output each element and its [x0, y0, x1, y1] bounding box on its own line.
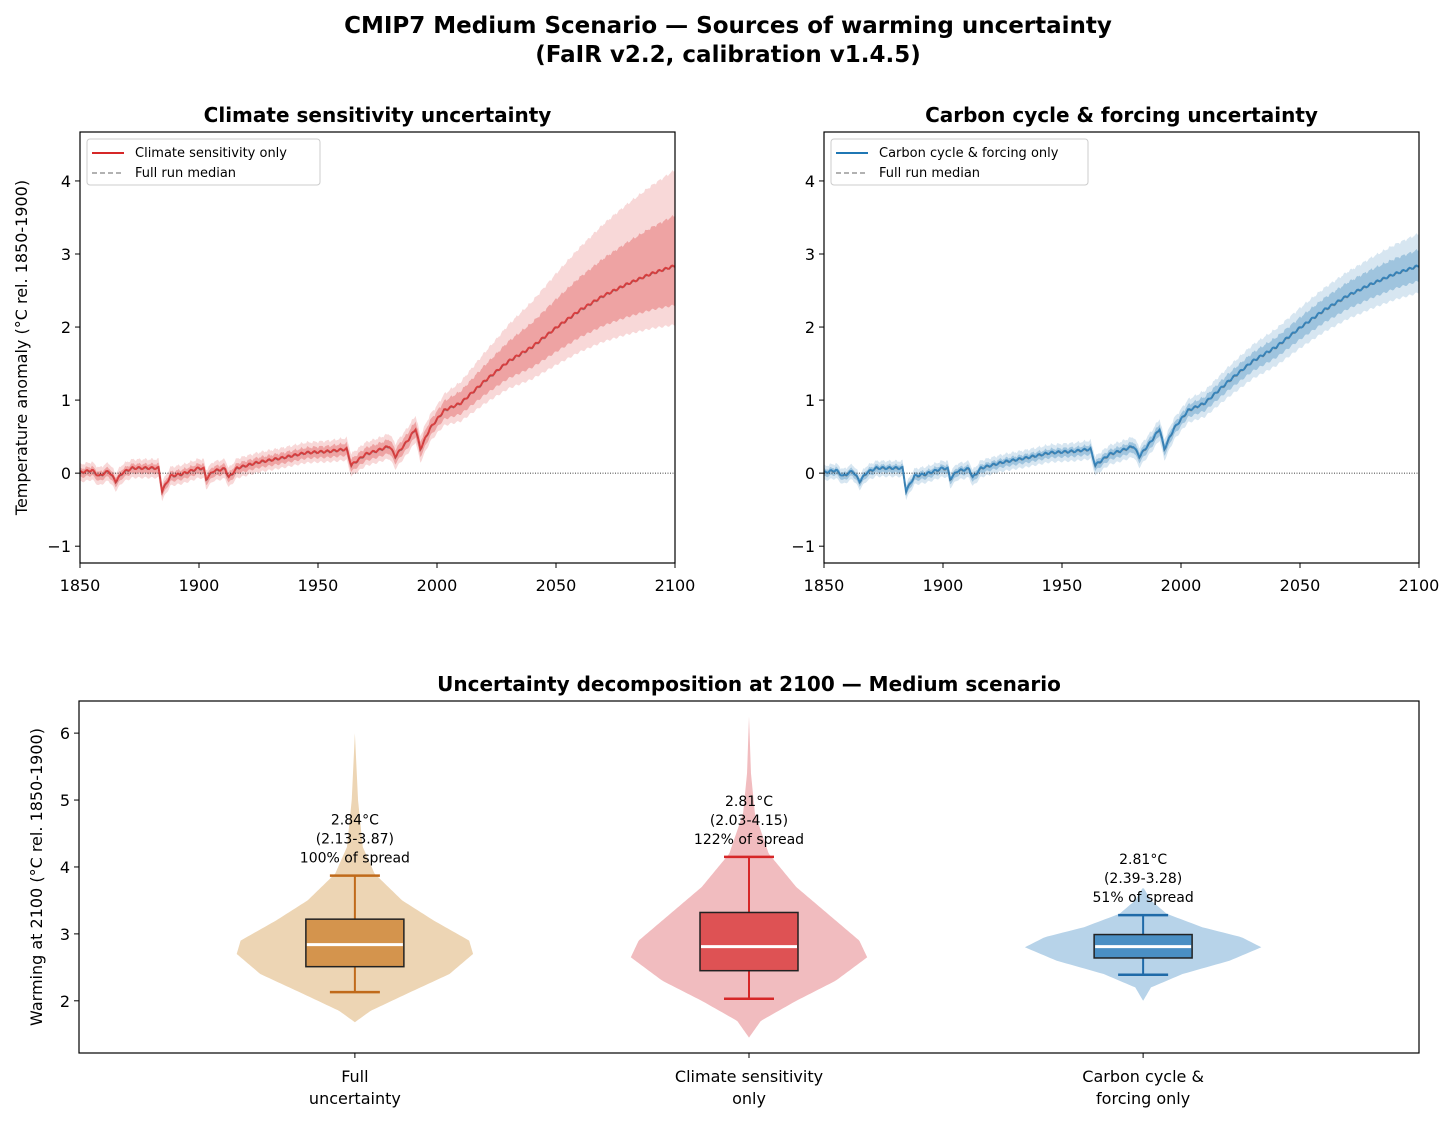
x-tick-label: 1850: [804, 576, 845, 595]
y-tick-label: 4: [60, 858, 70, 877]
y-tick-label: 2: [60, 992, 70, 1011]
figure-subtitle: (FaIR v2.2, calibration v1.4.5): [535, 42, 920, 68]
outer-uncertainty-band: [824, 233, 1419, 501]
y-tick-label: 3: [805, 245, 815, 264]
annotation-ann1: 2.84°C: [331, 813, 379, 829]
annotation-ann2: (2.13-3.87): [316, 832, 394, 848]
annotation-ann1: 2.81°C: [1119, 852, 1167, 868]
annotation-ann1: 2.81°C: [725, 794, 773, 810]
x-tick-label: 1900: [179, 576, 220, 595]
x-tick-label: 1950: [298, 576, 339, 595]
category-label: forcing only: [1096, 1089, 1190, 1108]
category-label: Climate sensitivity: [675, 1067, 823, 1086]
category-label: Full: [341, 1067, 368, 1086]
panel-title: Carbon cycle & forcing uncertainty: [925, 103, 1318, 127]
x-tick-label: 2100: [655, 576, 696, 595]
iqr-box: [699, 911, 799, 972]
category-label: only: [732, 1089, 766, 1108]
x-tick-label: 1850: [60, 576, 101, 595]
legend-label-median: Full run median: [879, 166, 980, 181]
legend-box: [86, 138, 321, 186]
y-tick-label: 3: [60, 925, 70, 944]
y-tick-label: 0: [61, 464, 71, 483]
annotation-ann3: 100% of spread: [300, 851, 410, 867]
x-tick-label: 2050: [1280, 576, 1321, 595]
median-line: [79, 264, 676, 496]
x-tick-label: 2050: [536, 576, 577, 595]
violin-panel: 2.84°C (2.13-3.87) 100% of spread Full uncer…: [27, 672, 1420, 1108]
figure-title: CMIP7 Medium Scenario — Sources of warmi…: [344, 13, 1112, 39]
y-tick-label: 4: [805, 172, 815, 191]
x-tick-label: 1900: [923, 576, 964, 595]
carbon-cycle-panel: Carbon cycle & forcing uncertainty 1850 19…: [791, 103, 1439, 595]
iqr-box: [305, 918, 405, 968]
median-line: [823, 264, 1420, 496]
y-tick-label: −1: [791, 537, 815, 556]
y-tick-label: −1: [47, 537, 71, 556]
axes-frame: [79, 131, 676, 564]
panel-title: Climate sensitivity uncertainty: [204, 103, 552, 127]
legend-label-series: Climate sensitivity only: [135, 146, 287, 161]
y-tick-label: 6: [60, 724, 70, 743]
legend-label-median: Full run median: [135, 166, 236, 181]
x-tick-label: 2000: [1161, 576, 1202, 595]
climate-sensitivity-panel: Climate sensitivity uncertainty 1850 1900 1…: [12, 103, 695, 595]
x-tick-label: 1950: [1042, 576, 1083, 595]
y-tick-label: 3: [61, 245, 71, 264]
y-tick-label: 1: [61, 391, 71, 410]
axes-frame: [78, 700, 1420, 1054]
inner-uncertainty-band: [824, 248, 1419, 497]
legend-box: [830, 138, 1089, 186]
x-tick-label: 2000: [417, 576, 458, 595]
annotation-ann2: (2.03-4.15): [710, 813, 788, 829]
annotation-ann3: 51% of spread: [1093, 890, 1194, 906]
y-tick-label: 2: [805, 318, 815, 337]
category-label: Carbon cycle &: [1082, 1067, 1204, 1086]
panel-title: Uncertainty decomposition at 2100 — Medi…: [437, 672, 1061, 696]
axes-frame: [823, 131, 1420, 564]
x-tick-label: 2100: [1399, 576, 1440, 595]
annotation-ann2: (2.39-3.28): [1104, 871, 1182, 887]
y-axis-label: Temperature anomaly (°C rel. 1850-1900): [12, 180, 31, 516]
y-tick-label: 2: [61, 318, 71, 337]
annotation-ann3: 122% of spread: [694, 832, 804, 848]
y-tick-label: 5: [60, 791, 70, 810]
y-tick-label: 1: [805, 391, 815, 410]
y-tick-label: 4: [61, 172, 71, 191]
legend-label-series: Carbon cycle & forcing only: [879, 146, 1059, 161]
category-label: uncertainty: [309, 1089, 401, 1108]
y-axis-label: Warming at 2100 (°C rel. 1850-1900): [27, 728, 46, 1026]
y-tick-label: 0: [805, 464, 815, 483]
